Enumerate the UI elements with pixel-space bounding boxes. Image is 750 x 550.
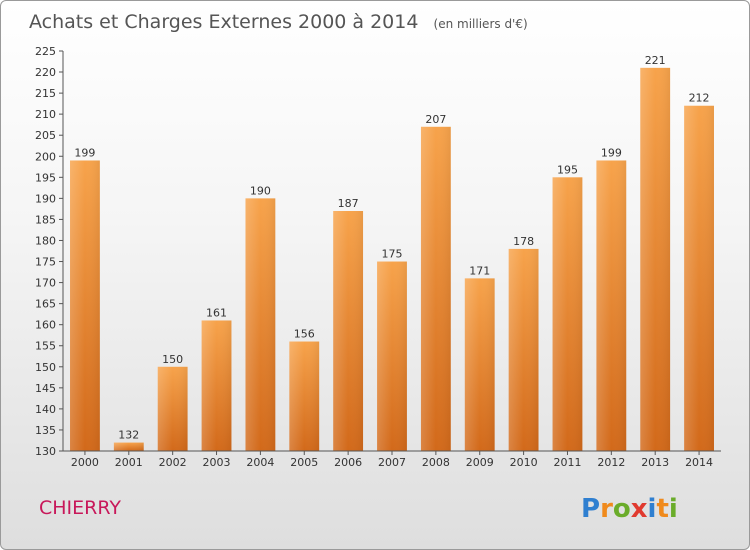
logo-letter-p: P: [581, 494, 600, 524]
bar-value-label: 199: [601, 146, 622, 159]
x-tick-label: 2007: [378, 456, 406, 469]
bar-value-label: 150: [162, 353, 183, 366]
bar-shade: [684, 105, 714, 451]
y-tick-label: 155: [35, 340, 56, 353]
bar-shade: [552, 177, 583, 451]
x-tick-label: 2000: [71, 456, 99, 469]
bar-series: 199 132 150 161 190 156 187 175 207 171 178 195 199 2…: [70, 54, 714, 451]
bar-value-label: 175: [382, 248, 403, 261]
y-tick-label: 190: [35, 192, 56, 205]
bar-value-label: 221: [645, 54, 666, 67]
x-axis: 2000 2001 2002 2003 2004 2005 2006 2007 2008 2009…: [63, 450, 721, 469]
bar-value-label: 161: [206, 306, 227, 319]
bar-value-label: 190: [250, 184, 271, 197]
x-tick-label: 2010: [510, 456, 538, 469]
y-tick-label: 165: [35, 298, 56, 311]
proxiti-logo: Proxiti: [581, 494, 678, 524]
chart-title: Achats et Charges Externes 2000 à 2014 (…: [29, 11, 528, 33]
x-tick-label: 2006: [334, 456, 362, 469]
logo-letter-r: r: [600, 494, 613, 524]
bar-shade: [508, 248, 539, 451]
bar-value-label: 212: [689, 92, 710, 105]
x-tick-label: 2009: [466, 456, 494, 469]
x-tick-label: 2013: [641, 456, 669, 469]
bar-shade: [70, 160, 100, 451]
y-tick-label: 205: [35, 129, 56, 142]
y-tick-label: 220: [35, 66, 56, 79]
logo-letter-i2: i: [669, 494, 678, 524]
bar-shade: [245, 198, 276, 451]
bar-shade: [201, 320, 232, 451]
chart-subtitle: (en milliers d'€): [434, 17, 528, 31]
y-tick-label: 215: [35, 87, 56, 100]
x-tick-label: 2003: [203, 456, 231, 469]
y-tick-label: 180: [35, 234, 56, 247]
bar-shade: [289, 341, 320, 451]
bar-shade: [464, 278, 495, 451]
x-tick-label: 2008: [422, 456, 450, 469]
x-tick-label: 2001: [115, 456, 143, 469]
y-tick-label: 130: [35, 445, 56, 458]
y-tick-label: 145: [35, 382, 56, 395]
y-tick-label: 160: [35, 319, 56, 332]
y-tick-label: 140: [35, 403, 56, 416]
bar-shade: [113, 442, 144, 451]
x-tick-label: 2004: [246, 456, 274, 469]
logo-letter-t: t: [656, 494, 668, 524]
y-tick-label: 210: [35, 108, 56, 121]
x-tick-label: 2005: [290, 456, 318, 469]
y-tick-label: 175: [35, 256, 56, 269]
y-tick-label: 200: [35, 150, 56, 163]
logo-letter-x: x: [631, 494, 648, 524]
place-name: CHIERRY: [39, 497, 121, 519]
bar-value-label: 187: [338, 197, 359, 210]
bar-value-label: 132: [118, 429, 139, 442]
x-tick-label: 2011: [553, 456, 581, 469]
bar-value-label: 199: [74, 146, 95, 159]
logo-letter-o: o: [613, 494, 631, 524]
bar-shade: [596, 160, 627, 451]
bar-value-label: 156: [294, 328, 315, 341]
y-tick-label: 185: [35, 213, 56, 226]
bar-shade: [420, 126, 451, 451]
bar-shade: [640, 67, 671, 451]
bar-shade: [377, 261, 407, 451]
x-tick-label: 2014: [685, 456, 713, 469]
y-tick-label: 170: [35, 277, 56, 290]
bar-value-label: 195: [557, 163, 578, 176]
svg-text:Proxiti: Proxiti: [581, 494, 678, 524]
bar-shade: [333, 211, 364, 451]
x-tick-label: 2012: [597, 456, 625, 469]
bar-value-label: 207: [425, 113, 446, 126]
bar-shade: [157, 366, 188, 451]
y-tick-label: 150: [35, 361, 56, 374]
y-axis: 130 135 140 145 150 155 160 165 170 175 180 185 190 1…: [35, 45, 64, 458]
x-tick-label: 2002: [159, 456, 187, 469]
y-tick-label: 225: [35, 45, 56, 58]
y-tick-label: 135: [35, 424, 56, 437]
bar-value-label: 178: [513, 235, 534, 248]
y-tick-label: 195: [35, 171, 56, 184]
logo-letter-i1: i: [648, 494, 657, 524]
chart-title-text: Achats et Charges Externes 2000 à 2014: [29, 11, 418, 33]
bar-value-label: 171: [469, 264, 490, 277]
